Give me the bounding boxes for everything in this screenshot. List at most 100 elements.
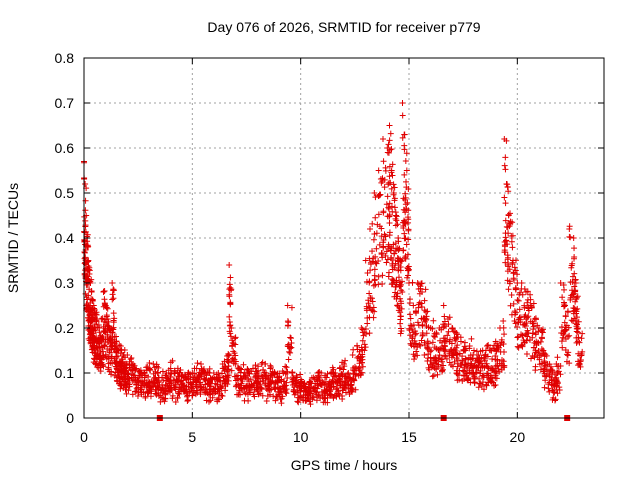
data-point xyxy=(484,353,491,360)
chart-title: Day 076 of 2026, SRMTID for receiver p77… xyxy=(207,19,480,35)
data-point xyxy=(152,390,159,397)
data-point xyxy=(573,308,580,315)
data-point xyxy=(93,317,100,324)
data-point xyxy=(428,347,435,354)
data-point xyxy=(291,391,298,398)
data-point xyxy=(468,335,475,342)
data-point xyxy=(502,259,509,266)
data-point xyxy=(246,383,253,390)
data-point xyxy=(231,335,238,342)
data-point xyxy=(96,329,103,336)
data-point xyxy=(416,341,423,348)
data-point xyxy=(451,346,458,353)
data-point xyxy=(571,270,578,277)
data-point xyxy=(575,318,582,325)
data-point xyxy=(177,366,184,373)
data-point xyxy=(307,390,314,397)
data-point xyxy=(412,330,419,337)
data-point xyxy=(509,244,516,251)
data-point xyxy=(142,372,149,379)
data-point xyxy=(370,236,377,243)
data-point xyxy=(426,366,433,373)
data-point xyxy=(508,238,515,245)
data-point xyxy=(255,367,262,374)
data-point xyxy=(397,263,404,270)
data-point xyxy=(554,369,561,376)
data-point xyxy=(198,370,205,377)
data-point xyxy=(541,358,548,365)
data-point xyxy=(500,340,507,347)
data-point xyxy=(413,310,420,317)
data-point xyxy=(566,233,573,240)
data-point xyxy=(263,373,270,380)
data-point xyxy=(567,296,574,303)
data-point xyxy=(265,387,272,394)
data-point xyxy=(578,335,585,342)
data-point xyxy=(227,333,234,340)
x-tick-label: 20 xyxy=(510,429,526,445)
data-point xyxy=(424,338,431,345)
data-point xyxy=(402,194,409,201)
data-point xyxy=(163,372,170,379)
data-point xyxy=(289,369,296,376)
data-point xyxy=(103,312,110,319)
x-tick-label: 5 xyxy=(188,429,196,445)
data-point xyxy=(514,334,521,341)
data-point xyxy=(510,300,517,307)
data-point xyxy=(225,372,232,379)
data-point xyxy=(564,308,571,315)
data-point xyxy=(384,193,391,200)
data-point xyxy=(523,330,530,337)
data-point xyxy=(369,307,376,314)
data-point xyxy=(369,220,376,227)
data-point xyxy=(284,375,291,382)
data-point xyxy=(401,131,408,138)
data-point xyxy=(403,241,410,248)
data-point xyxy=(428,362,435,369)
data-point xyxy=(362,257,369,264)
data-point xyxy=(502,217,509,224)
data-point xyxy=(194,375,201,382)
data-point xyxy=(375,211,382,218)
data-point xyxy=(110,295,117,302)
data-point xyxy=(323,374,330,381)
data-point xyxy=(110,287,117,294)
data-point xyxy=(396,245,403,252)
data-point xyxy=(174,394,181,401)
data-point xyxy=(105,364,112,371)
data-point xyxy=(516,306,523,313)
data-point xyxy=(464,365,471,372)
data-point xyxy=(459,367,466,374)
data-point xyxy=(383,201,390,208)
data-point xyxy=(447,347,454,354)
data-point xyxy=(552,396,559,403)
data-point xyxy=(252,362,259,369)
data-point xyxy=(538,346,545,353)
data-point xyxy=(506,266,513,273)
data-point xyxy=(550,382,557,389)
data-point xyxy=(110,310,117,317)
data-point xyxy=(521,302,528,309)
data-point xyxy=(504,241,511,248)
data-point xyxy=(519,332,526,339)
data-point xyxy=(379,272,386,279)
data-point xyxy=(575,334,582,341)
data-point xyxy=(337,364,344,371)
data-point xyxy=(234,381,241,388)
data-point xyxy=(405,219,412,226)
data-point xyxy=(504,184,511,191)
data-point xyxy=(117,385,124,392)
data-point xyxy=(228,325,235,331)
data-point xyxy=(98,359,105,366)
data-point xyxy=(576,361,583,368)
data-point xyxy=(86,267,93,274)
data-point xyxy=(283,379,290,386)
data-point xyxy=(372,281,379,288)
data-point xyxy=(524,333,531,340)
data-point xyxy=(444,332,451,339)
data-point xyxy=(124,352,131,358)
data-point xyxy=(161,398,168,405)
data-point xyxy=(510,270,517,277)
data-point xyxy=(554,354,561,361)
data-point xyxy=(418,303,425,310)
